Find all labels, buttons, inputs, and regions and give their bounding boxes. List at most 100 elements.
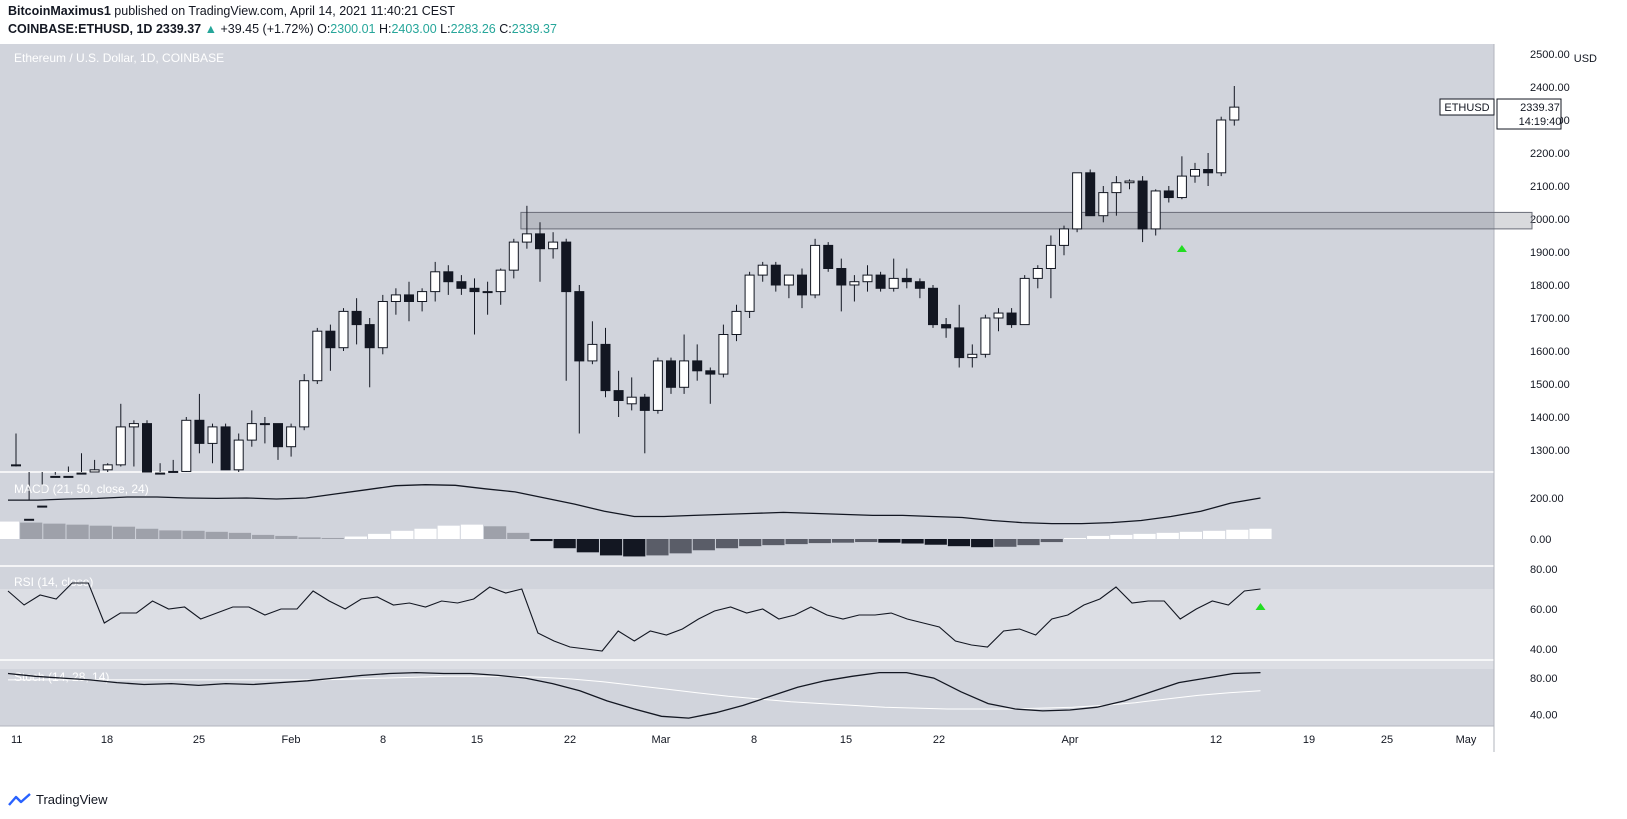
candle: [548, 232, 559, 259]
candle-body: [600, 343, 611, 392]
candle: [1229, 86, 1240, 126]
candle-body: [770, 264, 781, 286]
price-tick-label: 1300.00: [1530, 445, 1570, 457]
candle: [770, 261, 781, 292]
stoch-tick-label: 80.00: [1530, 673, 1558, 685]
macd-histogram-bar: [159, 530, 182, 539]
candle: [24, 472, 35, 521]
candle: [666, 357, 676, 394]
candle-body: [1085, 172, 1096, 217]
candle-body: [76, 472, 87, 475]
open-label: O:: [317, 22, 331, 36]
candle: [875, 271, 886, 292]
candle: [1059, 225, 1069, 256]
candle: [744, 271, 755, 318]
macd-histogram-bar: [739, 539, 762, 547]
candle: [535, 222, 545, 282]
macd-histogram-bar: [1226, 529, 1249, 539]
candle-body: [495, 269, 506, 293]
candle-body: [508, 241, 519, 271]
candle: [993, 308, 1004, 332]
bar-countdown: 14:19:40: [1519, 116, 1562, 128]
stoch-k-line: [7, 671, 1261, 719]
candle-body: [155, 472, 166, 475]
macd-histogram-bar: [1133, 533, 1156, 539]
candle-body: [862, 274, 873, 283]
time-tick-label: 25: [1381, 734, 1393, 746]
low-value: 2283.26: [450, 22, 496, 36]
candle-body: [613, 390, 624, 402]
tradingview-brand[interactable]: TradingView: [8, 792, 108, 807]
macd-line: [8, 484, 1261, 525]
macd-histogram-bar: [20, 522, 43, 539]
candle: [102, 463, 113, 472]
candle-body: [888, 277, 899, 289]
macd-histogram-bar: [1249, 528, 1272, 539]
candle: [928, 285, 938, 328]
macd-histogram-bar: [66, 524, 89, 539]
stoch-tick-label: 40.00: [1530, 710, 1558, 722]
candle-body: [50, 475, 61, 478]
macd-histogram-bar: [182, 530, 205, 539]
candle-body: [89, 469, 100, 473]
time-tick-label: 8: [380, 734, 386, 746]
candle: [364, 318, 375, 388]
candle-body: [11, 464, 21, 467]
candle-body: [443, 271, 454, 283]
candle-body: [1190, 169, 1200, 177]
candle: [1006, 308, 1017, 328]
candle-body: [941, 324, 952, 329]
price-tick-label: 2100.00: [1530, 181, 1570, 193]
macd-histogram-bar: [1179, 531, 1203, 539]
candle-body: [1124, 180, 1135, 184]
price-tick-label: 1700.00: [1530, 313, 1570, 325]
candle-body: [797, 274, 807, 296]
open-value: 2300.01: [330, 22, 376, 36]
publish-info: BitcoinMaximus1 published on TradingView…: [8, 4, 455, 18]
author-name[interactable]: BitcoinMaximus1: [8, 4, 111, 18]
price-tick-label: 1400.00: [1530, 412, 1570, 424]
macd-histogram-bar: [692, 539, 715, 551]
candle-body: [194, 419, 205, 444]
candle: [613, 370, 624, 417]
candle-body: [836, 268, 847, 286]
candle: [901, 268, 912, 289]
candle-body: [456, 281, 467, 289]
candle: [731, 304, 742, 342]
macd-histogram-bar: [205, 531, 228, 539]
candle: [967, 344, 978, 368]
candle-body: [220, 426, 231, 471]
candle-body: [875, 274, 886, 289]
candle: [11, 433, 21, 467]
macd-histogram-bar: [228, 532, 252, 539]
candle-body: [535, 233, 545, 250]
candle: [338, 308, 349, 351]
stoch-label: Stoch (14, 28, 14): [14, 670, 109, 684]
close-label: C:: [499, 22, 512, 36]
candle-body: [1045, 244, 1056, 269]
price-change: +39.45 (+1.72%): [220, 22, 314, 36]
candle-body: [404, 294, 414, 302]
candle: [797, 268, 807, 309]
candle: [37, 472, 48, 508]
close-value: 2339.37: [511, 22, 557, 36]
candle-body: [705, 370, 716, 375]
candle: [115, 403, 126, 467]
candle: [1085, 169, 1096, 217]
candle: [495, 268, 506, 305]
last-price-value: 2339.37: [1520, 102, 1560, 114]
macd-histogram-bar: [0, 521, 20, 539]
macd-histogram-bar: [808, 539, 831, 544]
time-tick-label: 15: [840, 734, 852, 746]
candle: [1137, 176, 1148, 243]
time-tick-label: May: [1456, 734, 1477, 746]
candle-body: [181, 419, 192, 472]
macd-histogram-bar: [878, 539, 901, 543]
candle: [89, 459, 100, 473]
price-tick-label: 2200.00: [1530, 148, 1570, 160]
candle: [1098, 186, 1109, 223]
rsi-tick-label: 60.00: [1530, 604, 1558, 616]
candle-body: [757, 264, 768, 276]
high-value: 2403.00: [391, 22, 437, 36]
